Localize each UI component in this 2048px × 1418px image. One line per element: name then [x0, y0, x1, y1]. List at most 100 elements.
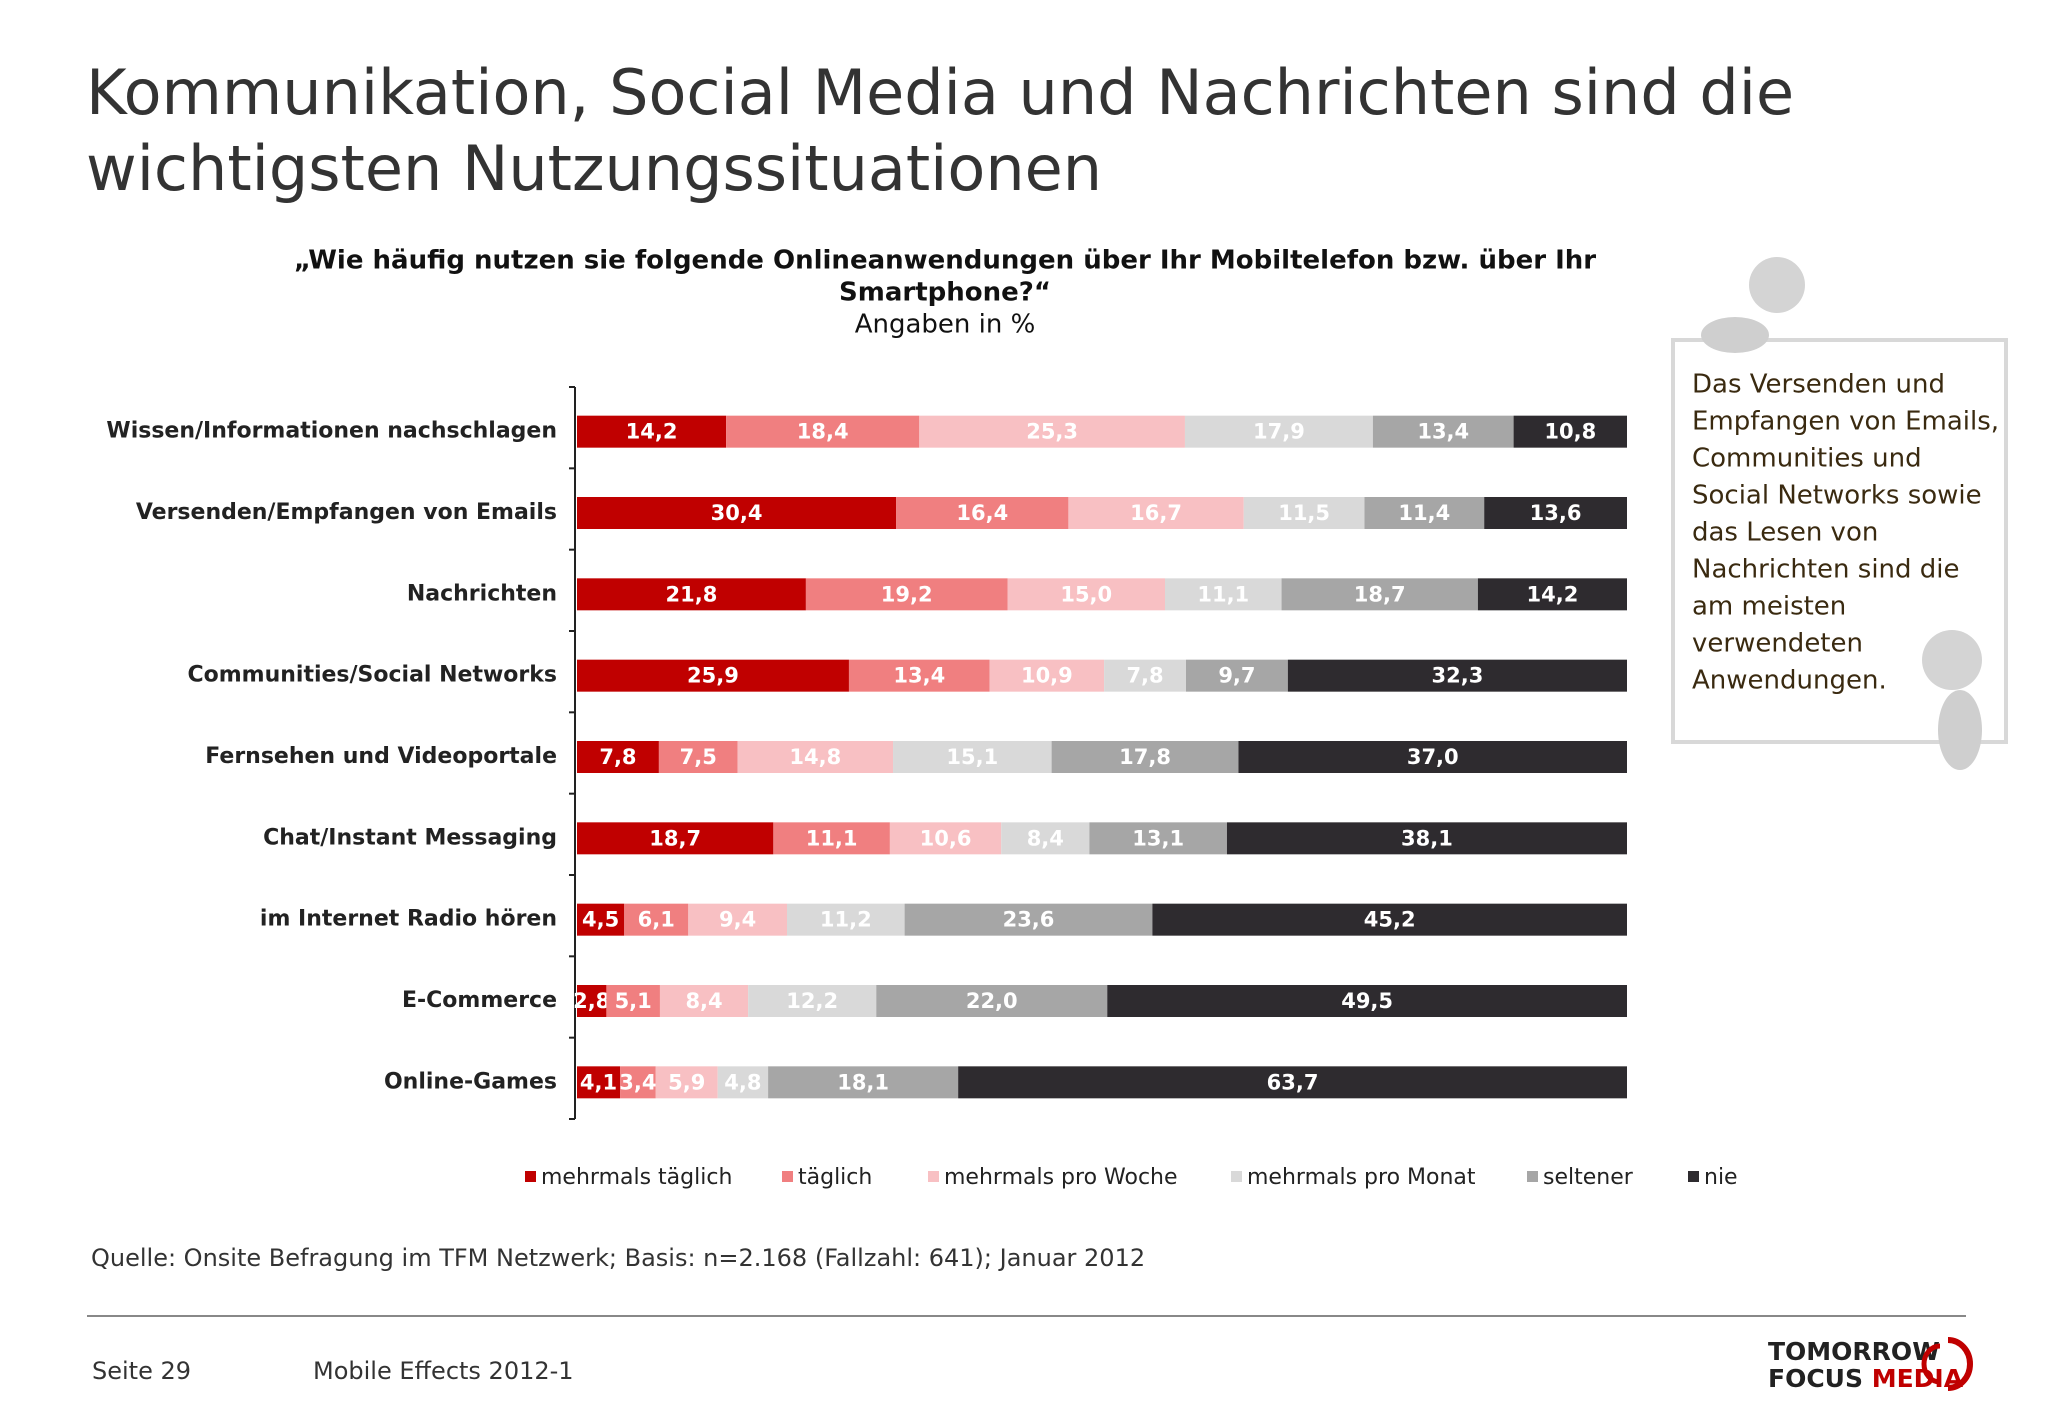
bar-segment [787, 903, 905, 936]
report-name: Mobile Effects 2012-1 [313, 1357, 574, 1385]
value-label: 14,8 [789, 745, 841, 769]
value-label: 4,5 [582, 908, 619, 932]
value-label: 15,0 [1060, 582, 1112, 606]
value-label: 15,1 [946, 745, 998, 769]
value-label: 13,4 [893, 664, 945, 688]
bar-segment [1226, 822, 1627, 855]
value-label: 25,3 [1026, 420, 1078, 444]
bar-segment [577, 741, 659, 773]
value-label: 14,2 [626, 420, 678, 444]
legend-label: nie [1704, 1165, 1738, 1190]
category-label: im Internet Radio hören [260, 907, 557, 932]
legend-label: mehrmals pro Monat [1247, 1165, 1476, 1190]
value-label: 4,1 [580, 1070, 617, 1094]
bar-segment [1243, 497, 1365, 529]
value-label: 38,1 [1401, 826, 1453, 850]
legend-swatch [1527, 1171, 1538, 1182]
logo-text: FOCUS [1768, 1364, 1863, 1393]
bar-segment [889, 822, 1002, 855]
value-label: 2,8 [573, 989, 610, 1013]
value-label: 17,9 [1253, 420, 1305, 444]
bar-segment [1051, 741, 1239, 773]
bar-segment [688, 903, 787, 936]
bar-segment [848, 659, 990, 692]
value-label: 32,3 [1432, 664, 1484, 688]
bar-segment [1477, 578, 1627, 611]
logo-mark [1921, 1343, 1941, 1385]
bar-segment [896, 497, 1069, 529]
note-board [1671, 257, 2008, 770]
bar-segment [577, 415, 727, 448]
bar-segment [1001, 822, 1090, 855]
value-label: 10,9 [1021, 664, 1073, 688]
value-label: 18,1 [837, 1070, 889, 1094]
value-label: 11,5 [1278, 501, 1330, 525]
value-label: 9,7 [1218, 664, 1255, 688]
title-line: Kommunikation, Social Media und Nachrich… [86, 56, 1794, 129]
bar-segment [1165, 578, 1282, 611]
figure-head [1749, 257, 1805, 313]
category-label: Fernsehen und Videoportale [205, 744, 557, 769]
bar-segment [1186, 659, 1288, 692]
value-label: 18,4 [797, 420, 849, 444]
note-line: Communities und [1692, 444, 1922, 474]
bar-segment [805, 578, 1008, 611]
legend-swatch [525, 1171, 536, 1182]
legend-swatch [1231, 1171, 1242, 1182]
note-line: das Lesen von [1692, 518, 1878, 548]
bar-segment [1068, 497, 1244, 529]
bar-segment [1238, 741, 1627, 773]
bar-segment [1107, 985, 1627, 1017]
bar-segment [1007, 578, 1165, 611]
value-label: 37,0 [1407, 745, 1459, 769]
value-label: 7,8 [599, 745, 636, 769]
bar-segment [606, 985, 660, 1017]
bar-segment [1513, 415, 1627, 448]
bar-segment [1184, 415, 1373, 448]
figure-body [1938, 690, 1982, 770]
value-label: 17,8 [1119, 745, 1171, 769]
bar-segment [1104, 659, 1186, 692]
value-label: 4,8 [724, 1070, 761, 1094]
value-label: 45,2 [1364, 908, 1416, 932]
bar-segment [773, 822, 890, 855]
bar-segment [717, 1066, 769, 1099]
source: Quelle: Onsite Befragung im TFM Netzwerk… [91, 1244, 1145, 1272]
legend-swatch [782, 1171, 793, 1182]
value-label: 14,2 [1527, 582, 1579, 606]
legend-label: mehrmals täglich [541, 1165, 732, 1190]
bar-segment [577, 1066, 621, 1099]
bar-segment [1281, 578, 1478, 611]
bar-segment [577, 903, 625, 936]
value-label: 11,2 [820, 908, 872, 932]
category-label: Versenden/Empfangen von Emails [136, 500, 557, 525]
note-line: Nachrichten sind die [1692, 555, 1960, 585]
value-label: 13,1 [1132, 826, 1184, 850]
value-label: 13,6 [1530, 501, 1582, 525]
bar-segment [620, 1066, 656, 1099]
value-label: 5,9 [668, 1070, 705, 1094]
value-label: 10,6 [920, 826, 972, 850]
logo-mark [1947, 1337, 1973, 1391]
value-label: 11,4 [1398, 501, 1450, 525]
bar-segment [577, 497, 897, 529]
note-line: am meisten [1692, 592, 1846, 622]
bar-segment [1152, 903, 1627, 936]
value-label: 16,4 [956, 501, 1008, 525]
value-label: 11,1 [1197, 582, 1249, 606]
note-line: Das Versenden und [1692, 370, 1945, 400]
value-label: 63,7 [1267, 1070, 1319, 1094]
value-label: 16,7 [1130, 501, 1182, 525]
bar-segment [577, 578, 806, 611]
value-label: 18,7 [649, 826, 701, 850]
value-label: 10,8 [1544, 420, 1596, 444]
bar-segment [1364, 497, 1485, 529]
bar-segment [726, 415, 920, 448]
bar-segment [893, 741, 1052, 773]
bar-segment [958, 1066, 1627, 1099]
figure-head [1922, 630, 1982, 690]
legend-swatch [1688, 1171, 1699, 1182]
note-line: Social Networks sowie [1692, 481, 1982, 511]
bar-segment [748, 985, 877, 1017]
